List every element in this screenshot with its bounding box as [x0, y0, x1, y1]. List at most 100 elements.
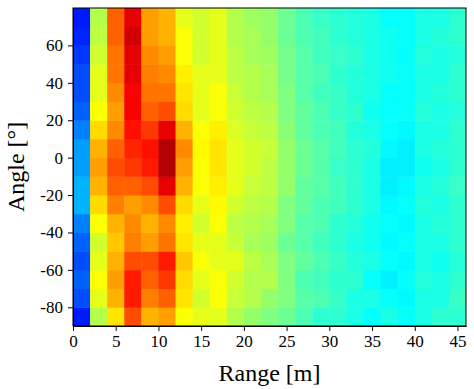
heatmap-cell: [193, 307, 211, 326]
heatmap-cell: [295, 139, 313, 158]
heatmap-cell: [381, 232, 399, 251]
heatmap-cell: [107, 102, 125, 121]
heatmap-cell: [244, 176, 262, 195]
x-tick: 25: [279, 326, 296, 351]
heatmap-cell: [278, 158, 296, 177]
heatmap-cell: [261, 289, 279, 308]
heatmap-cell: [141, 307, 159, 326]
x-tick: 40: [407, 326, 424, 351]
chart: 051015202530354045-80-60-40-200204060Ran…: [0, 0, 474, 389]
heatmap-cell: [227, 45, 245, 64]
heatmap-cell: [381, 289, 399, 308]
heatmap-cell: [329, 214, 347, 233]
heatmap-cell: [193, 83, 211, 102]
y-tick-label: -20: [40, 186, 63, 205]
heatmap-cell: [261, 45, 279, 64]
heatmap-cell: [227, 83, 245, 102]
heatmap-cell: [107, 139, 125, 158]
heatmap-cell: [73, 102, 91, 121]
heatmap-cell: [312, 195, 330, 214]
heatmap-cell: [107, 158, 125, 177]
heatmap-cell: [329, 195, 347, 214]
heatmap-cell: [176, 8, 194, 27]
heatmap-cell: [449, 214, 466, 233]
heatmap-cell: [210, 45, 228, 64]
y-tick-mark: [68, 120, 73, 121]
heatmap-cell: [415, 289, 433, 308]
heatmap-cell: [193, 102, 211, 121]
heatmap-cell: [346, 120, 364, 139]
heatmap-cell: [398, 8, 416, 27]
x-tick: 0: [69, 326, 78, 351]
heatmap-cell: [227, 251, 245, 270]
heatmap-cell: [278, 102, 296, 121]
heatmap-cell: [278, 139, 296, 158]
heatmap-cell: [415, 158, 433, 177]
heatmap-cell: [449, 45, 466, 64]
heatmap-cell: [363, 45, 381, 64]
heatmap-cell: [261, 120, 279, 139]
heatmap-cell: [381, 214, 399, 233]
x-tick-mark: [116, 326, 117, 331]
heatmap-cell: [261, 83, 279, 102]
heatmap-cell: [210, 176, 228, 195]
heatmap-cell: [278, 64, 296, 83]
heatmap-cell: [158, 158, 176, 177]
heatmap-cell: [295, 27, 313, 46]
heatmap-cell: [90, 27, 108, 46]
y-tick-mark: [68, 158, 73, 159]
heatmap-cell: [398, 102, 416, 121]
x-tick-label: 45: [449, 332, 466, 351]
heatmap-cell: [346, 195, 364, 214]
heatmap-cell: [107, 251, 125, 270]
heatmap-cell: [278, 214, 296, 233]
heatmap-cell: [124, 8, 142, 27]
heatmap-cell: [415, 120, 433, 139]
x-tick-label: 30: [321, 332, 338, 351]
heatmap-cell: [398, 251, 416, 270]
x-tick-label: 35: [364, 332, 381, 351]
heatmap-cell: [381, 83, 399, 102]
y-tick: 60: [46, 36, 73, 55]
heatmap-cell: [449, 27, 466, 46]
heatmap-cell: [193, 289, 211, 308]
heatmap-cell: [107, 83, 125, 102]
heatmap-cell: [73, 158, 91, 177]
heatmap-cell: [295, 8, 313, 27]
heatmap-cell: [449, 289, 466, 308]
heatmap-cell: [295, 270, 313, 289]
heatmap-cell: [124, 102, 142, 121]
heatmap-cell: [295, 251, 313, 270]
heatmap-cell: [312, 45, 330, 64]
heatmap-cell: [193, 8, 211, 27]
heatmap-cell: [158, 289, 176, 308]
y-tick-label: -40: [40, 223, 63, 242]
heatmap-cell: [124, 27, 142, 46]
heatmap-cell: [90, 102, 108, 121]
x-tick: 20: [236, 326, 253, 351]
heatmap-cell: [415, 45, 433, 64]
y-tick-label: 20: [46, 111, 63, 130]
heatmap-cell: [73, 251, 91, 270]
heatmap-cell: [193, 270, 211, 289]
heatmap-cell: [227, 64, 245, 83]
y-tick-mark: [68, 270, 73, 271]
heatmap-cell: [329, 176, 347, 195]
heatmap-cell: [363, 232, 381, 251]
heatmap-cell: [295, 83, 313, 102]
heatmap-cell: [261, 214, 279, 233]
heatmap-cell: [176, 289, 194, 308]
heatmap-cell: [244, 214, 262, 233]
heatmap-cell: [107, 214, 125, 233]
heatmap-cell: [124, 64, 142, 83]
heatmap-cell: [90, 120, 108, 139]
y-tick: 40: [46, 74, 73, 93]
heatmap-cell: [193, 27, 211, 46]
heatmap-cell: [363, 270, 381, 289]
heatmap-cell: [432, 176, 450, 195]
heatmap-cell: [227, 307, 245, 326]
heatmap-cell: [158, 270, 176, 289]
heatmap-cell: [244, 158, 262, 177]
heatmap-cell: [278, 251, 296, 270]
x-tick: 10: [150, 326, 167, 351]
